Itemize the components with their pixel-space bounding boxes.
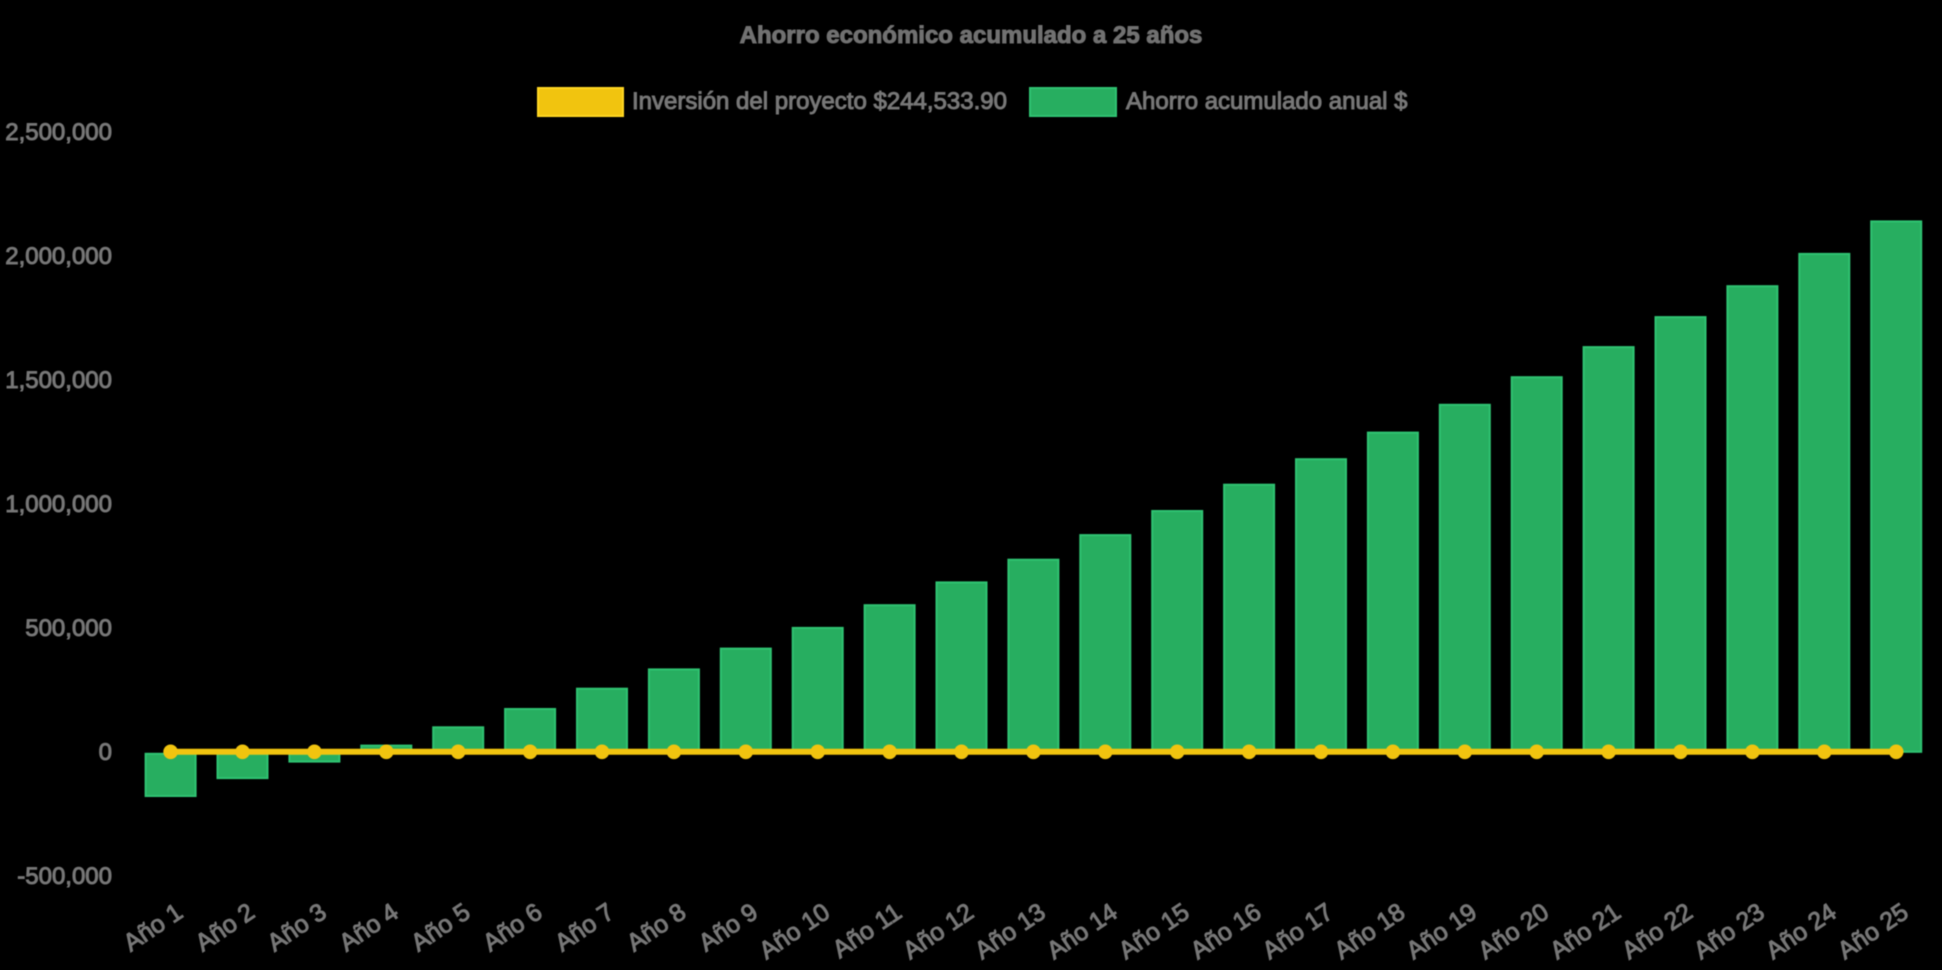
svg-text:Año 16: Año 16 <box>1186 899 1266 965</box>
svg-text:Año 3: Año 3 <box>263 899 332 958</box>
svg-text:2,500,000: 2,500,000 <box>5 119 112 146</box>
svg-text:Año 21: Año 21 <box>1545 899 1625 965</box>
svg-text:-500,000: -500,000 <box>17 863 112 890</box>
svg-text:Inversión del proyecto $244,53: Inversión del proyecto $244,533.90 <box>632 88 1007 115</box>
svg-text:Año 20: Año 20 <box>1474 899 1554 965</box>
svg-text:Año 8: Año 8 <box>622 899 691 958</box>
svg-text:Año 1: Año 1 <box>119 899 188 958</box>
svg-text:Año 15: Año 15 <box>1114 899 1194 965</box>
svg-text:Año 11: Año 11 <box>828 899 907 964</box>
svg-text:Año 18: Año 18 <box>1330 899 1410 965</box>
svg-text:Año 13: Año 13 <box>970 899 1050 965</box>
svg-text:Año 24: Año 24 <box>1761 898 1841 964</box>
svg-text:Año 14: Año 14 <box>1042 898 1122 964</box>
svg-text:Año 10: Año 10 <box>755 899 835 965</box>
svg-text:500,000: 500,000 <box>25 615 112 642</box>
svg-text:Año 22: Año 22 <box>1617 899 1697 965</box>
svg-text:Año 9: Año 9 <box>694 899 763 958</box>
svg-text:2,000,000: 2,000,000 <box>5 243 112 270</box>
svg-text:Año 6: Año 6 <box>478 899 547 958</box>
svg-text:Año 23: Año 23 <box>1689 899 1769 965</box>
svg-text:Año 4: Año 4 <box>335 898 404 957</box>
svg-text:Año 2: Año 2 <box>191 899 260 958</box>
svg-text:0: 0 <box>99 739 112 766</box>
svg-text:Ahorro acumulado anual $: Ahorro acumulado anual $ <box>1126 88 1408 115</box>
svg-text:Año 25: Año 25 <box>1833 899 1913 965</box>
svg-text:Ahorro económico acumulado a 2: Ahorro económico acumulado a 25 años <box>740 22 1203 49</box>
svg-text:Año 19: Año 19 <box>1402 899 1482 965</box>
svg-text:Año 17: Año 17 <box>1258 899 1338 965</box>
svg-text:1,500,000: 1,500,000 <box>5 367 112 394</box>
svg-text:Año 5: Año 5 <box>407 899 476 958</box>
svg-text:1,000,000: 1,000,000 <box>5 491 112 518</box>
svg-text:Año 7: Año 7 <box>550 899 619 958</box>
svg-text:Año 12: Año 12 <box>898 899 978 965</box>
